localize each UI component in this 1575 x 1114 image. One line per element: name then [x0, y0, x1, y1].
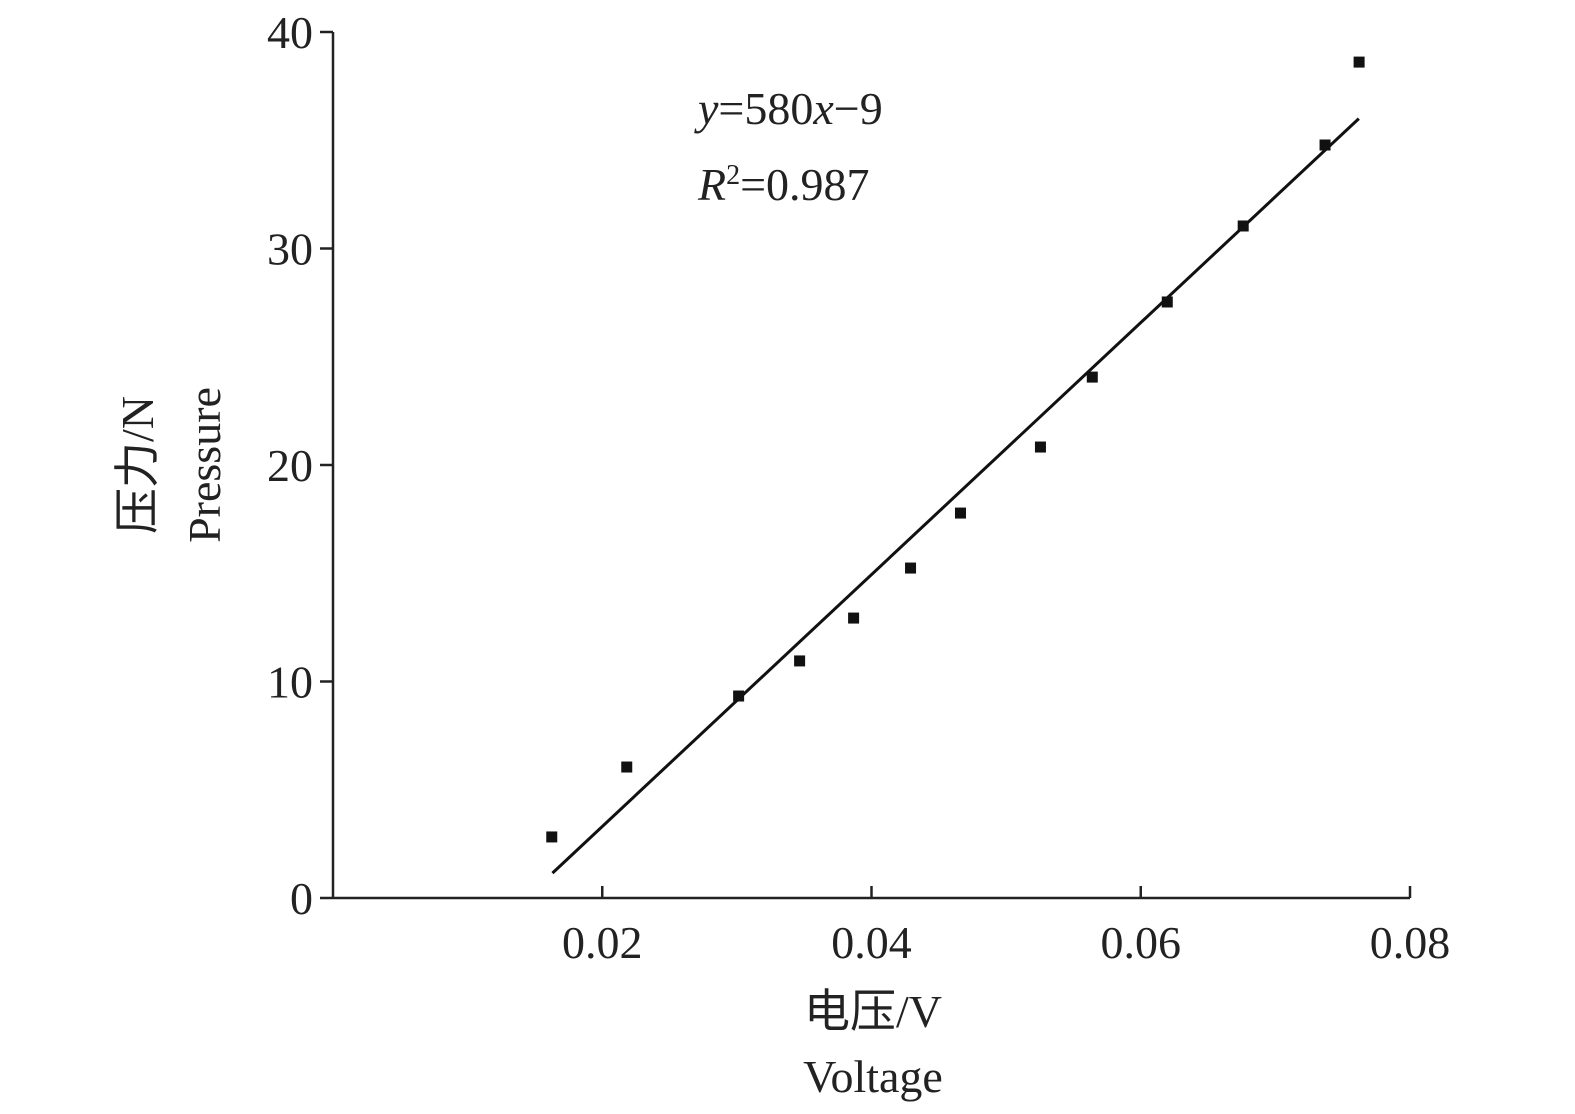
- point: [1237, 220, 1249, 232]
- point: [621, 761, 633, 773]
- r-part: R: [697, 159, 726, 210]
- y-axis-label: 压力/N: [112, 396, 163, 534]
- eq-part: −9: [834, 83, 883, 134]
- y-tick-label: 40: [267, 7, 313, 58]
- y-tick-label: 0: [290, 873, 313, 924]
- y-tick-label: 30: [267, 224, 313, 275]
- x-axis-label: Voltage: [803, 1051, 943, 1102]
- x-tick-label: 0.08: [1370, 917, 1451, 968]
- point: [1353, 56, 1365, 68]
- point: [905, 562, 917, 574]
- point: [794, 655, 806, 667]
- eq-part: y: [694, 83, 719, 134]
- eq-part: x: [812, 83, 834, 134]
- point: [733, 690, 745, 702]
- point: [848, 612, 860, 624]
- point: [1161, 296, 1173, 308]
- y-tick-label: 20: [267, 440, 313, 491]
- r-squared: R2=0.987: [697, 159, 870, 210]
- x-tick-label: 0.04: [831, 917, 912, 968]
- point: [1034, 441, 1046, 453]
- y-tick-label: 10: [267, 657, 313, 708]
- eq-part: =580: [718, 83, 813, 134]
- x-tick-label: 0.02: [562, 917, 643, 968]
- equation: y=580x−9: [694, 83, 883, 134]
- point: [1319, 139, 1331, 151]
- point: [1086, 371, 1098, 383]
- point: [954, 507, 966, 519]
- x-tick-label: 0.06: [1101, 917, 1182, 968]
- y-axis-label: Pressure: [179, 387, 230, 543]
- x-axis-label: 电压/V: [804, 986, 942, 1037]
- fit-line: [551, 117, 1360, 875]
- r-part: =0.987: [740, 159, 869, 210]
- point: [546, 831, 558, 843]
- r-part: 2: [726, 160, 740, 191]
